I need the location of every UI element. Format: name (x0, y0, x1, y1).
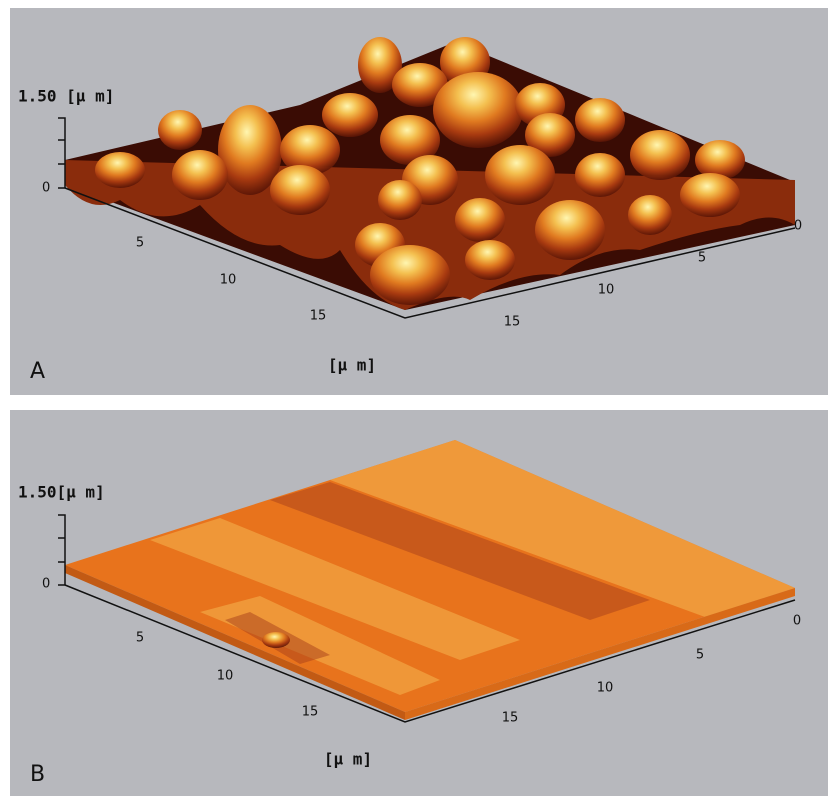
panel-label: A (30, 359, 45, 384)
tick-label: 10 (217, 669, 234, 684)
z-max-label: 1.50 [μ m] (18, 87, 114, 106)
tick-label: 10 (220, 273, 237, 288)
panel-label: B (30, 762, 45, 787)
axis-unit: [μ m] (328, 356, 376, 375)
tick-label: 15 (504, 315, 521, 330)
panel-b: 1.50[μ m] 0 5 10 15 15 10 5 0 [μ m] B (10, 410, 828, 796)
tick-label: 10 (597, 681, 614, 696)
axis-unit: [μ m] (324, 750, 372, 769)
tick-label: 5 (136, 236, 144, 251)
tick-label: 10 (598, 283, 615, 298)
tick-label: 15 (310, 309, 327, 324)
figure: 1.50 [μ m] 0 5 10 15 15 10 5 0 [μ m] A 1… (0, 0, 829, 796)
tick-label: 5 (136, 631, 144, 646)
z-zero-label: 0 (42, 181, 50, 196)
z-zero-label: 0 (42, 577, 50, 592)
z-max-label: 1.50[μ m] (18, 483, 105, 502)
panel-a: 1.50 [μ m] 0 5 10 15 15 10 5 0 [μ m] A (10, 8, 828, 395)
tick-label: 5 (698, 251, 706, 266)
surface-bump (262, 632, 290, 648)
tick-label: 15 (302, 705, 319, 720)
tick-label: 0 (794, 219, 802, 234)
page: {"panels": [ {"label": "A", "z_max_label… (0, 0, 829, 796)
tick-label: 0 (793, 614, 801, 629)
tick-label: 15 (502, 711, 519, 726)
tick-label: 5 (696, 648, 704, 663)
